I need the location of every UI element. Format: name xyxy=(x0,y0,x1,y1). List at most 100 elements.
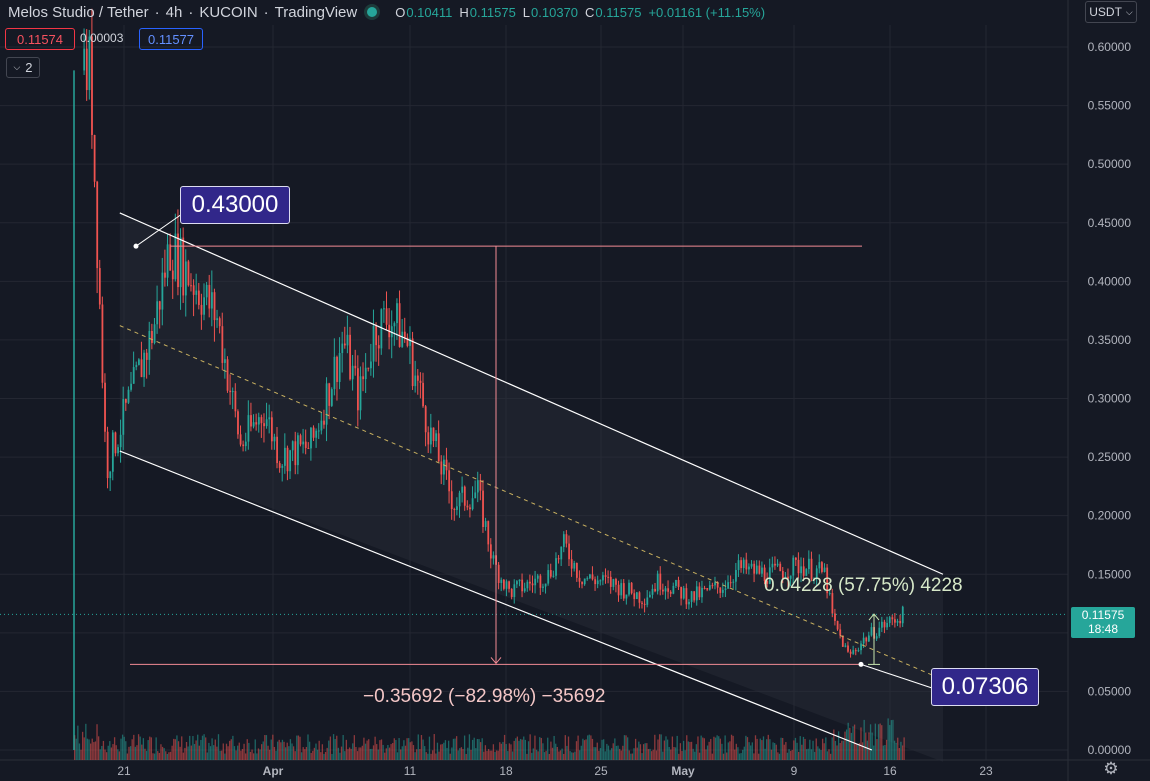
interval-label[interactable]: 4h xyxy=(165,3,183,21)
candle-body xyxy=(599,580,602,582)
volume-bar xyxy=(833,729,835,760)
low-price-callout[interactable]: 0.07306 xyxy=(931,668,1039,706)
candle-body xyxy=(489,544,492,559)
candle-body xyxy=(787,576,789,579)
volume-bar xyxy=(793,740,795,760)
high-anchor-point[interactable] xyxy=(133,243,139,249)
low-anchor-point[interactable] xyxy=(858,661,864,667)
volume-bar xyxy=(427,753,429,760)
volume-bar xyxy=(161,746,164,760)
volume-bar xyxy=(901,745,904,760)
candle-body xyxy=(719,587,722,593)
candle-body xyxy=(526,581,529,589)
candle-body xyxy=(124,399,127,403)
volume-bar xyxy=(428,736,431,760)
volume-bar xyxy=(182,752,184,760)
high-price-callout[interactable]: 0.43000 xyxy=(180,186,290,224)
candle-body xyxy=(539,575,542,588)
volume-bar xyxy=(539,737,541,760)
volume-bar xyxy=(511,751,514,760)
candle-body xyxy=(93,134,96,182)
volume-bar xyxy=(698,752,701,760)
volume-bar xyxy=(823,743,825,760)
volume-bar xyxy=(409,742,411,760)
gear-icon[interactable]: ⚙ xyxy=(1103,759,1119,778)
volume-bar xyxy=(815,738,817,760)
volume-bar xyxy=(646,743,648,760)
volume-bar xyxy=(836,745,838,760)
volume-bar xyxy=(842,740,845,760)
volume-bar xyxy=(631,753,634,760)
candle-body xyxy=(810,558,813,580)
sell-price-button[interactable]: 0.11574 xyxy=(5,28,75,50)
volume-bar xyxy=(551,747,554,760)
volume-bar xyxy=(813,751,816,760)
currency-selector[interactable]: USDT ⌵ xyxy=(1085,1,1137,23)
candle-body xyxy=(213,292,216,321)
volume-bar xyxy=(352,743,354,760)
volume-bar xyxy=(558,751,560,760)
candle-body xyxy=(484,521,487,527)
chevron-down-icon: ⌵ xyxy=(1125,6,1133,17)
candle-body xyxy=(364,367,367,380)
volume-bar xyxy=(205,737,207,760)
ohlc-readout: O 0.10411 H 0.11575 L 0.10370 C 0.11575 +0.0… xyxy=(395,5,772,20)
volume-bar xyxy=(470,749,472,760)
candle-body xyxy=(437,433,440,462)
candle-body xyxy=(860,643,862,651)
volume-bar xyxy=(360,747,362,760)
candle-body xyxy=(635,592,638,600)
volume-bar xyxy=(439,744,442,760)
buy-price-button[interactable]: 0.11577 xyxy=(139,28,203,50)
volume-bar xyxy=(523,736,525,760)
volume-bar xyxy=(321,744,324,760)
volume-bar xyxy=(885,739,888,760)
candle-body xyxy=(792,557,795,576)
candle-body xyxy=(482,490,484,527)
volume-bar xyxy=(208,742,210,760)
volume-bar xyxy=(371,748,373,760)
volume-bar xyxy=(260,744,263,760)
y-axis-tick-label: 0.30000 xyxy=(1088,392,1132,406)
volume-bar xyxy=(595,747,597,760)
volume-bar xyxy=(807,748,809,760)
candle-body xyxy=(828,593,831,595)
open-label: O xyxy=(395,4,406,20)
volume-bar xyxy=(649,748,651,760)
volume-bar xyxy=(395,739,397,760)
candle-body xyxy=(664,588,667,592)
volume-bar xyxy=(873,745,875,760)
candle-body xyxy=(310,427,312,449)
symbol-title[interactable]: Melos Studio / Tether xyxy=(8,3,149,21)
volume-bar xyxy=(478,739,480,760)
volume-bar xyxy=(897,737,899,760)
indicators-toggle[interactable]: ⌵ 2 xyxy=(6,57,40,78)
candle-body xyxy=(682,588,685,599)
volume-bar xyxy=(113,737,116,760)
candle-body xyxy=(776,563,779,566)
volume-bar xyxy=(652,749,654,760)
candle-body xyxy=(789,575,792,579)
volume-bar xyxy=(424,746,426,760)
candle-body xyxy=(328,383,331,406)
candle-body xyxy=(883,621,886,628)
candle-body xyxy=(443,459,445,475)
channel-upper-line[interactable] xyxy=(119,212,944,575)
volume-bar xyxy=(582,738,584,760)
volume-bar xyxy=(526,753,528,760)
volume-bar xyxy=(288,746,290,760)
volume-bar xyxy=(893,740,896,760)
x-axis-tick-label: 11 xyxy=(404,764,417,778)
candle-body xyxy=(333,356,336,390)
candle-body xyxy=(805,569,808,576)
candle-body xyxy=(492,555,495,559)
market-status-icon[interactable] xyxy=(367,7,378,17)
volume-bar xyxy=(762,736,765,760)
volume-bar xyxy=(241,748,244,760)
volume-bar xyxy=(673,746,675,760)
volume-bar xyxy=(519,738,522,760)
volume-bar xyxy=(548,753,550,760)
volume-bar xyxy=(225,743,228,760)
volume-bar xyxy=(107,745,109,760)
